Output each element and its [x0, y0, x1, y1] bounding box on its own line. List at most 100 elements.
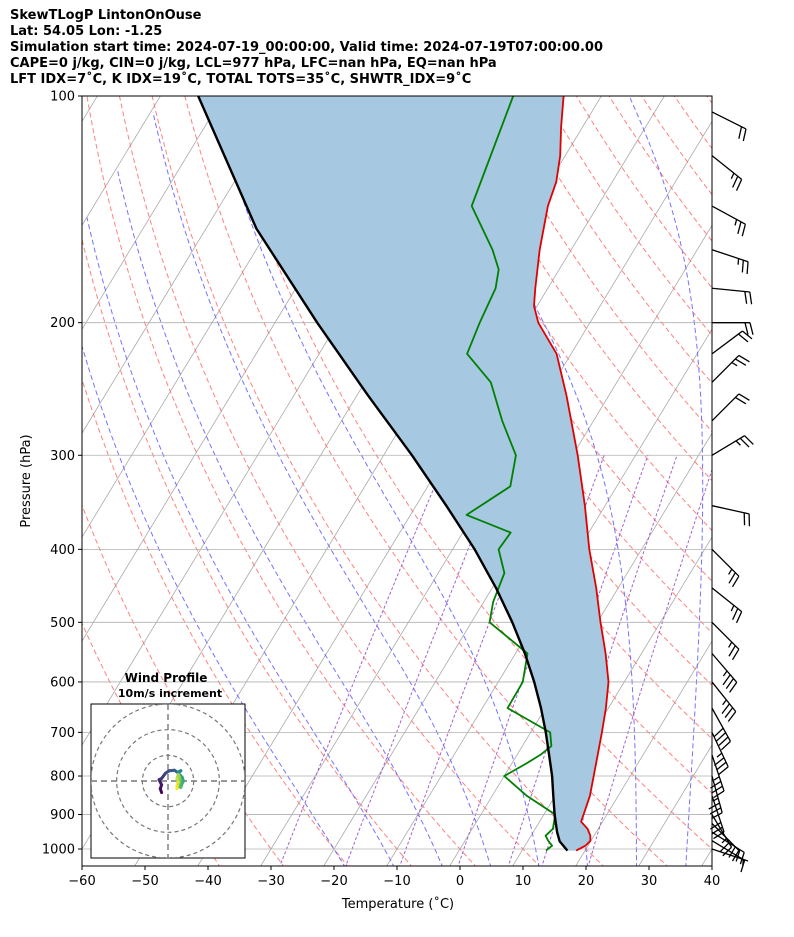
barb-full — [744, 291, 748, 304]
barb-full — [728, 572, 736, 584]
dewpoint-profile-line — [465, 96, 557, 852]
barb-full — [721, 703, 731, 715]
wind-barb — [711, 621, 740, 661]
x-tick-label: −20 — [320, 874, 347, 889]
barb-full — [738, 126, 743, 139]
y-tick-label: 500 — [50, 616, 75, 631]
barb-half — [735, 440, 741, 446]
hodograph-inset: Wind Profile 10m/s increment — [90, 671, 246, 859]
barb-full — [719, 842, 730, 853]
dry-adiabat-line — [412, 96, 712, 532]
profile-lines — [197, 96, 610, 852]
barb-shaft — [711, 707, 732, 742]
dry-adiabat-line — [86, 96, 477, 866]
barb-full — [718, 766, 729, 776]
wind-barb — [712, 322, 754, 335]
wind-barb — [711, 354, 750, 383]
barb-shaft — [711, 111, 747, 130]
barb-full — [729, 681, 738, 693]
barb-full — [744, 435, 754, 445]
x-tick-label: 20 — [578, 874, 595, 889]
barb-half — [722, 670, 728, 677]
wind-barb — [711, 111, 747, 142]
mixing-ratio-line — [279, 455, 449, 866]
isotherm-line — [82, 96, 161, 227]
moist-adiabat-line — [82, 344, 346, 866]
wind-barb — [711, 681, 737, 722]
title-indices-2: LFT IDX=7˚C, K IDX=19˚C, TOTAL TOTS=35˚C… — [10, 72, 472, 87]
hodograph-subtitle: 10m/s increment — [118, 687, 222, 700]
barb-full — [713, 790, 725, 799]
x-tick-label: −60 — [68, 874, 95, 889]
x-tick-label: 0 — [456, 874, 464, 889]
barb-full — [713, 831, 725, 840]
barb-shaft — [711, 205, 746, 225]
temperature-profile-line — [533, 96, 610, 852]
barb-full — [718, 736, 729, 746]
isotherm-line — [82, 96, 287, 434]
barb-full — [728, 645, 736, 657]
title-station: SkewTLogP LintonOnOuse — [10, 8, 202, 23]
title-indices-1: CAPE=0 j/kg, CIN=0 j/kg, LCL=977 hPa, LF… — [10, 56, 497, 71]
barb-full — [740, 860, 746, 873]
barb-full — [731, 850, 740, 862]
wind-barb — [711, 505, 751, 527]
barb-shaft — [711, 287, 750, 293]
hodograph-plot — [91, 704, 245, 858]
barb-shaft — [711, 155, 743, 180]
wind-barb — [711, 548, 740, 588]
barb-half — [728, 568, 733, 575]
barb-full — [735, 396, 747, 405]
barb-shaft — [711, 775, 723, 813]
dry-adiabat-line — [641, 96, 712, 196]
barb-shaft — [711, 653, 738, 683]
moist-adiabat-line — [86, 217, 395, 866]
barb-full — [739, 437, 750, 448]
dry-adiabat-line — [740, 96, 794, 868]
barb-full — [737, 333, 749, 343]
hodograph-title: Wind Profile — [125, 671, 208, 685]
wind-barb — [711, 653, 738, 693]
barb-shaft — [711, 621, 740, 650]
cin-shaded-area — [198, 96, 609, 851]
chart-title-block: SkewTLogP LintonOnOuse Lat: 54.05 Lon: -… — [10, 8, 603, 88]
barb-full — [735, 849, 741, 862]
dry-adiabat-line — [772, 96, 794, 868]
isotherm-line — [449, 432, 712, 866]
barb-full — [711, 826, 723, 835]
barb-full — [711, 812, 723, 820]
dry-adiabat-line — [82, 237, 413, 866]
barb-full — [737, 221, 742, 234]
x-tick-label: −10 — [383, 874, 410, 889]
barb-half — [721, 838, 727, 844]
isotherm-line — [575, 640, 712, 866]
dry-adiabat-line — [477, 96, 712, 433]
barb-full — [738, 393, 750, 401]
axes: −60 −50 −40 −30 −20 −10 0 10 20 30 40 1000 900 800 700… — [42, 90, 720, 890]
barb-shaft — [711, 393, 740, 422]
x-tick-label: −30 — [257, 874, 284, 889]
barb-full — [716, 732, 727, 742]
cape-area — [198, 96, 609, 851]
barb-full — [749, 322, 754, 335]
barb-full — [746, 261, 749, 275]
barb-full — [722, 674, 731, 686]
barb-full — [741, 330, 753, 340]
x-tick-label: 40 — [704, 874, 721, 889]
y-tick-label: 300 — [50, 449, 75, 464]
barb-half — [716, 752, 723, 758]
y-axis-label: Pressure (hPa) — [19, 434, 34, 527]
isotherm-line — [701, 848, 712, 866]
wind-barb — [711, 707, 732, 751]
barb-shaft — [711, 249, 749, 263]
x-tick-label: −40 — [194, 874, 221, 889]
dry-adiabat-line — [184, 96, 668, 866]
barb-full — [732, 175, 739, 188]
x-tick-label: 30 — [641, 874, 658, 889]
barb-half — [722, 699, 727, 706]
wind-barb — [711, 155, 743, 191]
barb-shaft — [711, 795, 725, 833]
barb-shaft — [711, 732, 729, 768]
barb-full — [731, 575, 740, 588]
